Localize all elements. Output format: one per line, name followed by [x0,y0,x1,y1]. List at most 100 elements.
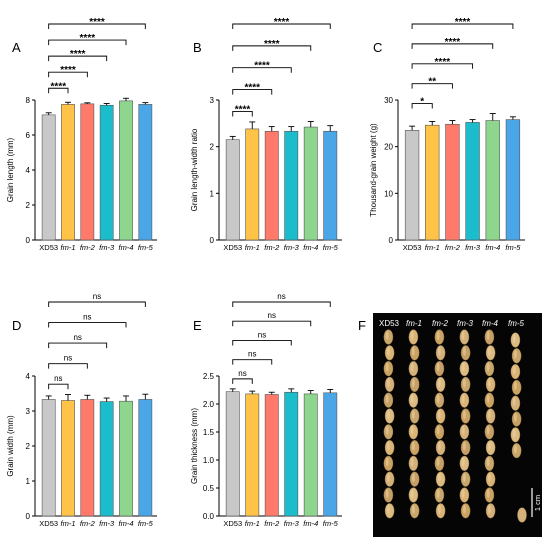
x-tick-label: fm-5 [323,243,339,252]
grain-highlight [410,331,414,340]
bar-fm-4 [119,100,133,241]
panel-letter-c: C [373,40,382,55]
grain-highlight [463,378,466,388]
grain-highlight [410,394,414,404]
y-tick-label: 1.0 [203,456,215,465]
y-tick-label: 3 [26,407,31,416]
significance-bracket [411,23,514,29]
significance-label: ns [54,374,62,383]
x-tick-label: fm-1 [245,519,260,528]
grain-highlight [385,331,389,340]
grain-highlight [463,346,466,356]
y-tick-label: 4 [26,166,31,175]
significance-bracket [411,63,474,69]
significance-bracket [232,320,312,327]
bar-fm-2 [80,399,95,517]
grain-highlight [486,394,490,404]
y-axis-label: Grain length (mm) [6,137,15,202]
bar-fm-3 [99,104,114,241]
panel-letter-d: D [12,318,21,333]
chart-panel-d: D 0 1 2 3 4 Grain width (mm) XD53 fm-1 fm-2 fm-3 fm… [6,292,157,528]
significance-bracket [411,83,453,89]
significance-bracket [48,383,69,390]
x-tick-label: XD53 [223,519,242,528]
significance-label: **** [89,17,105,28]
x-tick-label: fm-2 [264,243,280,252]
grain-highlight [461,425,465,435]
panel-letter-e: E [193,318,202,333]
grain-highlight [486,489,490,498]
photo-column-label: fm-3 [457,319,474,328]
significance-bracket [48,322,127,328]
grain-highlight [436,489,440,498]
bar-fm-3 [99,401,114,517]
significance-label: ns [248,350,256,359]
grain-highlight [436,457,440,467]
grain-highlight [436,331,440,340]
x-tick-label: fm-1 [61,519,76,528]
x-tick-label: fm-1 [245,243,260,252]
grain-highlight [412,410,415,419]
grain-highlight [387,378,390,388]
grain-highlight [387,346,390,356]
significance-label: ns [73,333,81,342]
bar-fm-3 [465,122,480,241]
photo-column-label: fm-1 [406,319,422,328]
significance-bracket [48,301,146,307]
y-tick-label: 0 [389,236,394,245]
photo-column-label: fm-4 [482,319,499,328]
significance-label: ns [93,292,101,301]
photo-column-label: fm-2 [432,319,449,328]
significance-label: ns [238,369,246,378]
photo-column-label: XD53 [379,319,400,328]
significance-bracket [232,67,292,73]
x-tick-label: XD53 [39,519,58,528]
significance-label: **** [80,33,96,44]
rice-grain [517,507,527,523]
significance-bracket [48,87,69,94]
grain-highlight [385,394,389,404]
significance-bracket [411,103,433,109]
grain-highlight [438,346,441,356]
grain-highlight [488,378,491,388]
grain-highlight [385,457,389,467]
x-tick-label: fm-5 [323,519,339,528]
bar-fm-4 [485,120,500,241]
bar-fm-1 [61,104,75,241]
significance-bracket [48,71,88,78]
grain-highlight [412,378,415,388]
significance-label: **** [435,57,451,68]
grain-highlight [438,504,441,514]
x-tick-label: fm-5 [138,243,154,252]
bar-fm-5 [323,130,338,241]
significance-bracket [232,89,273,95]
y-tick-label: 2.5 [203,372,215,381]
bar-fm-5 [505,119,521,241]
x-tick-label: fm-2 [80,519,96,528]
significance-bracket [232,339,292,346]
bar-xd53 [404,130,420,241]
y-tick-label: 8 [26,96,31,105]
bar-fm-2 [264,394,279,517]
grain-highlight [463,504,466,514]
significance-bracket [48,55,108,62]
significance-label: ns [64,354,72,363]
significance-bracket [48,363,88,369]
grain-highlight [514,381,517,391]
bar-xd53 [225,139,240,241]
chart-panel-a: A 0 2 4 6 8 Grain length (mm) XD53 fm-1 fm-2 fm-3 f… [6,17,157,252]
grain-highlight [387,504,390,514]
grain-highlight [514,349,517,359]
x-tick-label: fm-4 [303,243,318,252]
y-tick-label: 1 [210,189,215,198]
grain-highlight [486,457,490,467]
grain-highlight [410,425,414,435]
x-tick-label: fm-3 [99,243,115,252]
bar-fm-1 [425,124,440,241]
significance-bracket [232,378,253,384]
grain-highlight [436,362,440,372]
y-tick-label: 20 [384,143,393,152]
x-tick-label: fm-4 [303,519,318,528]
grain-highlight [461,362,465,372]
